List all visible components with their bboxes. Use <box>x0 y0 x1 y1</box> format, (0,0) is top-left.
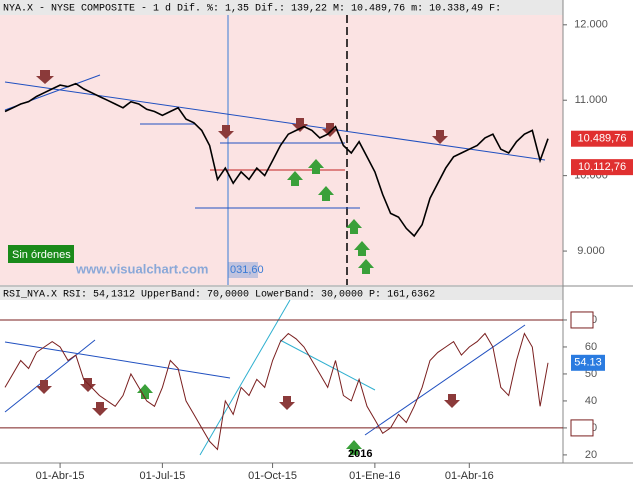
sell-signal <box>279 396 295 410</box>
y-tick-label: 60 <box>585 341 597 353</box>
sell-signal <box>432 130 448 144</box>
sell-signal <box>444 394 460 408</box>
buy-signal <box>308 159 324 174</box>
price-badge <box>571 159 633 176</box>
sell-signals <box>36 70 460 416</box>
band-badge <box>570 311 594 329</box>
sell-signal <box>218 125 234 139</box>
rsi-trend-line <box>279 339 376 391</box>
buy-signal <box>346 440 362 455</box>
buy-signal <box>358 259 374 274</box>
price-header <box>0 0 563 15</box>
rsi-header <box>0 287 563 300</box>
price-badge <box>571 130 633 147</box>
y-tick-label: 20 <box>585 449 597 461</box>
price-title: NYA.X - NYSE COMPOSITE - 1 d Dif. %: 1,3… <box>3 3 501 15</box>
orders-status: Sin órdenes <box>12 249 71 261</box>
x-tick-label: 01-Abr-15 <box>36 470 85 482</box>
watermark: www.visualchart.com <box>75 261 208 276</box>
price-label: 10.489,76 <box>578 133 627 145</box>
cursor-value: 031,60 <box>230 264 264 276</box>
last-badge <box>571 354 605 371</box>
cursor-badge <box>228 262 258 278</box>
rsi-plot <box>0 300 563 463</box>
sell-signal <box>36 70 54 84</box>
buy-signal <box>318 186 334 201</box>
buy-signal <box>346 219 362 234</box>
x-tick-label: 01-Jul-15 <box>139 470 185 482</box>
series-line <box>4 82 549 238</box>
orders-badge <box>8 245 74 263</box>
rsi-trend-line <box>4 339 96 413</box>
sell-signal <box>80 378 96 392</box>
x-tick-label: 01-Oct-15 <box>248 470 297 482</box>
sell-signal <box>36 380 52 394</box>
y-tick-label: 12.000 <box>574 19 608 31</box>
x-tick-label: 01-Ene-16 <box>349 470 400 482</box>
rsi-trend-line <box>199 299 291 456</box>
y-tick-label: 40 <box>585 395 597 407</box>
y-tick-label: 50 <box>585 368 597 380</box>
sell-signal <box>322 123 338 137</box>
last-label: 54.13 <box>574 357 602 369</box>
buy-signal <box>137 384 153 399</box>
rsi-trend-line <box>364 324 526 436</box>
sell-signal <box>92 402 108 416</box>
price-label: 10.112,76 <box>578 161 626 173</box>
x-tick-label: 01-Abr-16 <box>445 470 494 482</box>
buy-signals <box>137 159 374 455</box>
y-tick-label: 9.000 <box>577 245 605 257</box>
buy-signal <box>287 171 303 186</box>
band-badge <box>570 419 594 437</box>
buy-signal <box>354 241 370 256</box>
series-line <box>4 332 549 451</box>
y-tick-label: 11.000 <box>575 94 608 106</box>
sell-signal <box>292 118 308 132</box>
rsi-title: RSI_NYA.X RSI: 54,1312 UpperBand: 70,000… <box>3 289 435 301</box>
year-label: 2016 <box>348 448 372 460</box>
